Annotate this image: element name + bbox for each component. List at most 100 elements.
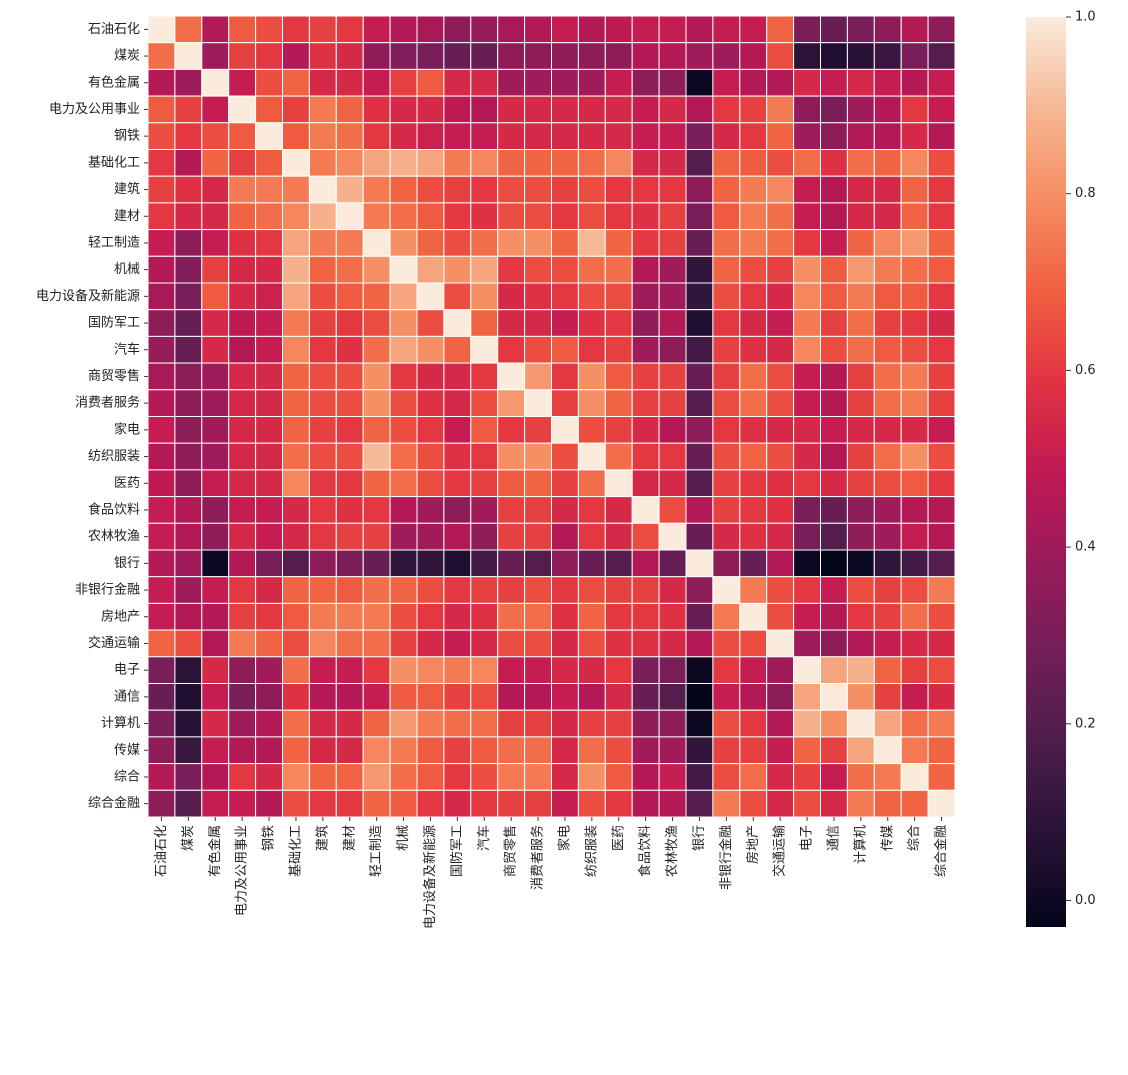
heatmap-cell <box>739 42 768 70</box>
heatmap-cell <box>389 736 418 765</box>
heatmap-cell <box>927 68 956 97</box>
heatmap-cell <box>389 309 418 337</box>
heatmap-cell <box>551 15 579 44</box>
heatmap-cell <box>873 95 902 124</box>
heatmap-cell <box>739 416 768 444</box>
heatmap-cell <box>631 789 660 818</box>
heatmap-cell <box>228 416 257 444</box>
x-tick-label: 银行 <box>692 825 707 851</box>
heatmap-cell <box>147 789 176 818</box>
heatmap-cell <box>147 629 176 658</box>
heatmap-cell <box>389 149 418 177</box>
heatmap-cell <box>739 122 768 151</box>
heatmap-cell <box>577 95 606 124</box>
y-tick-label: 医药 <box>114 476 140 491</box>
heatmap-cell <box>604 122 633 151</box>
heatmap-cell <box>604 496 633 524</box>
heatmap-cell <box>389 709 418 738</box>
heatmap-cell <box>443 362 472 391</box>
heatmap-cell <box>335 282 364 311</box>
heatmap-cell <box>201 175 230 204</box>
heatmap-cell <box>362 656 391 684</box>
heatmap-cell <box>524 175 552 204</box>
heatmap-cell <box>873 522 902 551</box>
heatmap-cell <box>631 95 660 124</box>
x-tick-label: 交通运输 <box>772 825 788 877</box>
heatmap-cell <box>308 389 337 417</box>
heatmap-cell <box>147 389 176 417</box>
heatmap-cell <box>685 576 714 604</box>
heatmap-cell <box>820 282 848 311</box>
heatmap-cell <box>712 709 741 738</box>
heatmap-cell <box>282 763 310 791</box>
heatmap-cell <box>766 255 795 284</box>
heatmap-cell <box>470 442 499 471</box>
heatmap-cell <box>900 202 929 231</box>
heatmap-cell <box>524 95 552 124</box>
heatmap-cell <box>201 122 230 151</box>
heatmap-cell <box>282 496 310 524</box>
heatmap-cell <box>335 549 364 578</box>
heatmap-cell <box>793 496 821 524</box>
heatmap-cell <box>470 389 499 417</box>
heatmap-cell <box>604 309 633 337</box>
heatmap-cell <box>927 175 956 204</box>
heatmap-cell <box>820 362 848 391</box>
heatmap-cell <box>793 149 821 177</box>
heatmap-cell <box>551 736 579 765</box>
heatmap-cell <box>497 282 526 311</box>
heatmap-cell <box>685 549 714 578</box>
heatmap-cell <box>820 576 848 604</box>
heatmap-cell <box>793 175 821 204</box>
heatmap-cell <box>416 522 445 551</box>
heatmap-cell <box>739 709 768 738</box>
heatmap-cell <box>577 68 606 97</box>
heatmap-cell <box>685 469 714 498</box>
heatmap-cell <box>497 362 526 391</box>
heatmap-cell <box>497 122 526 151</box>
heatmap-cell <box>658 522 687 551</box>
y-tick-label: 汽车 <box>114 341 140 357</box>
heatmap-cell <box>201 255 230 284</box>
heatmap-cell <box>927 95 956 124</box>
heatmap-cell <box>766 202 795 231</box>
heatmap-cell <box>174 576 203 604</box>
heatmap-cell <box>604 362 633 391</box>
heatmap-cell <box>497 149 526 177</box>
heatmap-cell <box>282 255 310 284</box>
colorbar-tick-label: 0.6 <box>1075 363 1096 378</box>
heatmap-cell <box>685 602 714 631</box>
heatmap-cell <box>255 282 284 311</box>
heatmap-cell <box>846 175 875 204</box>
heatmap-cell <box>147 602 176 631</box>
heatmap-cell <box>228 576 257 604</box>
heatmap-cell <box>873 309 902 337</box>
heatmap-cell <box>362 469 391 498</box>
heatmap-cell <box>416 709 445 738</box>
heatmap-cell <box>524 15 552 44</box>
heatmap-cell <box>604 709 633 738</box>
heatmap-cell <box>470 789 499 818</box>
heatmap-cell <box>631 202 660 231</box>
heatmap-cell <box>308 656 337 684</box>
heatmap-cell <box>255 389 284 417</box>
heatmap-cell <box>335 389 364 417</box>
y-tick-label: 石油石化 <box>88 22 140 37</box>
heatmap-cell <box>147 95 176 124</box>
heatmap-cell <box>820 255 848 284</box>
heatmap-cell <box>147 656 176 684</box>
heatmap-cell <box>174 229 203 257</box>
heatmap-cell <box>335 442 364 471</box>
heatmap-cell <box>712 576 741 604</box>
heatmap-cell <box>900 335 929 364</box>
heatmap-cell <box>846 736 875 765</box>
heatmap-cell <box>335 362 364 391</box>
heatmap-cell <box>443 95 472 124</box>
heatmap-cell <box>443 335 472 364</box>
heatmap-cell <box>201 656 230 684</box>
heatmap-cell <box>201 736 230 765</box>
heatmap-cell <box>362 736 391 765</box>
heatmap-cell <box>604 763 633 791</box>
heatmap-cell <box>631 763 660 791</box>
heatmap-cell <box>470 656 499 684</box>
